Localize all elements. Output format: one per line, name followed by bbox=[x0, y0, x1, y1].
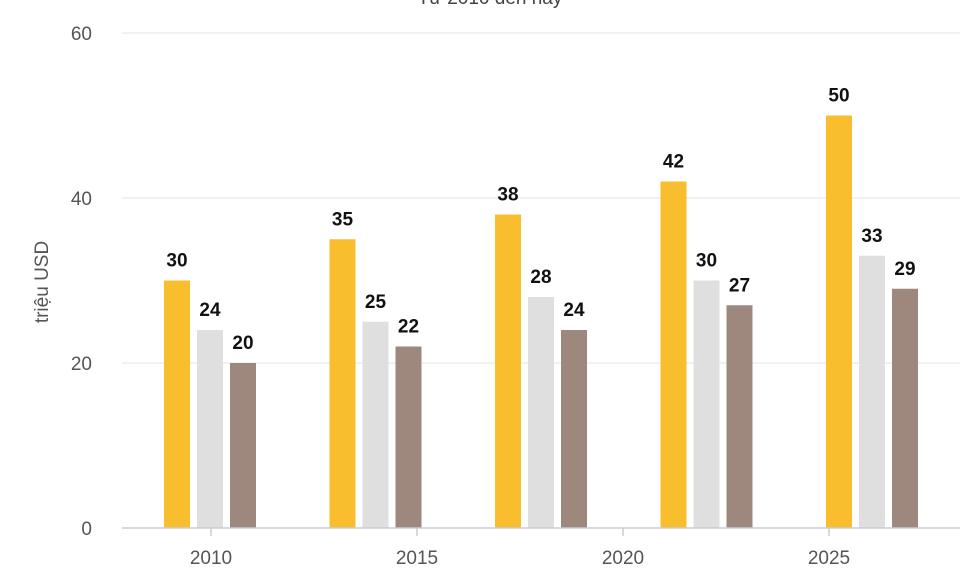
bar bbox=[892, 289, 918, 528]
y-tick-label: 20 bbox=[71, 354, 92, 375]
y-tick-label: 60 bbox=[71, 24, 92, 45]
data-label: 29 bbox=[894, 259, 915, 280]
data-label: 24 bbox=[563, 300, 585, 321]
bar bbox=[363, 322, 389, 528]
y-tick-label: 0 bbox=[81, 519, 92, 540]
data-label: 30 bbox=[166, 251, 187, 272]
x-tick-label: 2015 bbox=[396, 548, 438, 569]
data-label: 38 bbox=[497, 185, 518, 206]
x-tick-label: 2025 bbox=[808, 548, 850, 569]
bar bbox=[826, 116, 852, 529]
data-label: 35 bbox=[332, 209, 354, 230]
data-label: 20 bbox=[232, 333, 253, 354]
bar bbox=[727, 305, 753, 528]
bar bbox=[230, 363, 256, 528]
data-label: 33 bbox=[861, 226, 882, 247]
bar bbox=[396, 347, 422, 529]
bar bbox=[561, 330, 587, 528]
bar bbox=[495, 215, 521, 529]
bars bbox=[164, 116, 918, 529]
bar bbox=[694, 281, 720, 529]
x-axis-ticks: 2010 2015 2020 2025 bbox=[190, 528, 850, 569]
bar bbox=[859, 256, 885, 528]
data-label: 25 bbox=[365, 292, 387, 313]
bar bbox=[164, 281, 190, 529]
data-label: 30 bbox=[696, 251, 717, 272]
data-label: 22 bbox=[398, 317, 419, 338]
y-axis-label: triệu USD bbox=[32, 241, 53, 323]
x-tick-label: 2010 bbox=[190, 548, 232, 569]
bar bbox=[197, 330, 223, 528]
x-tick-label: 2020 bbox=[602, 548, 644, 569]
data-label: 24 bbox=[199, 300, 221, 321]
data-label: 27 bbox=[729, 275, 750, 296]
y-axis-ticks: 0 20 40 60 bbox=[71, 24, 92, 540]
bar bbox=[330, 239, 356, 528]
data-label: 28 bbox=[530, 267, 551, 288]
chart-subtitle: Từ 2010 đến nay bbox=[418, 0, 563, 9]
y-tick-label: 40 bbox=[71, 189, 92, 210]
bar bbox=[528, 297, 554, 528]
data-label: 42 bbox=[663, 152, 684, 173]
data-label: 50 bbox=[828, 86, 849, 107]
bar bbox=[661, 182, 687, 529]
